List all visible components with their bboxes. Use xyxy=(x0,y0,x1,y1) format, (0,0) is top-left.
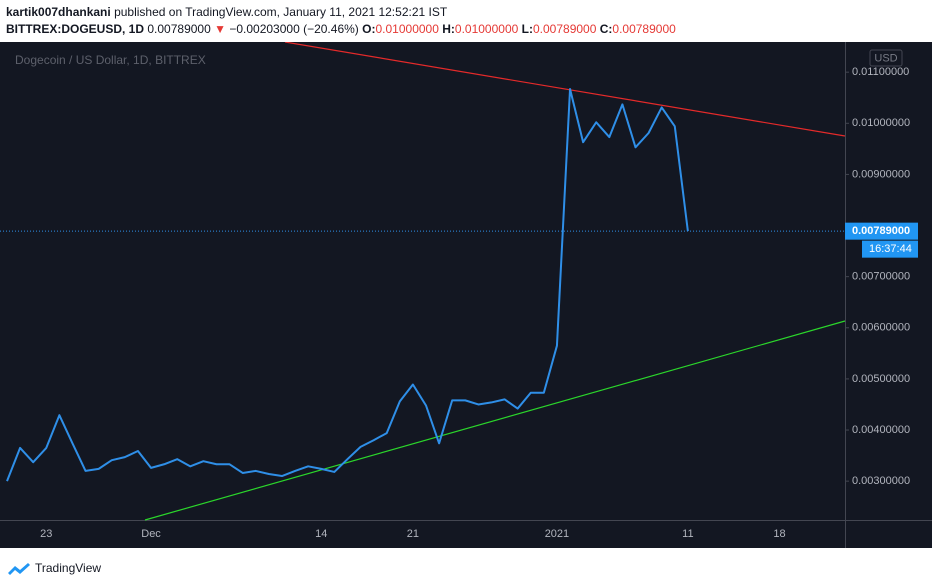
price-line xyxy=(6,88,689,482)
y-tick-label: 0.00500000 xyxy=(852,373,910,385)
publish-line: kartik007dhankani published on TradingVi… xyxy=(6,5,447,19)
countdown-box xyxy=(862,240,918,258)
currency-box xyxy=(869,49,903,67)
x-tick-label: 2021 xyxy=(545,528,569,540)
brand-logo xyxy=(8,563,30,575)
support-trendline xyxy=(144,320,846,521)
chart-background xyxy=(0,42,932,548)
footer: TradingView xyxy=(6,559,101,577)
brand[interactable]: TradingView xyxy=(35,561,102,575)
x-tick-label: 21 xyxy=(407,528,419,540)
y-tick-label: 0.00300000 xyxy=(852,475,910,487)
ohlc-value: 0.00789000 xyxy=(532,22,597,36)
published: published on TradingView.com, January 11… xyxy=(114,5,448,19)
x-tick-label: 18 xyxy=(773,528,785,540)
ohlc-value: 0.01000000 xyxy=(375,22,439,36)
y-tick-label: 0.00400000 xyxy=(852,424,910,436)
countdown: 16:37:44 xyxy=(869,243,912,255)
chart: Dogecoin / US Dollar, 1D, BITTREX USD 0.… xyxy=(0,42,932,548)
y-tick-label: 0.01000000 xyxy=(852,117,910,129)
symbol-line: BITTREX:DOGEUSD, 1D 0.00789000 ▼ −0.0020… xyxy=(6,22,676,36)
x-tick-label: 14 xyxy=(315,528,327,540)
change: −0.00203000 (−20.46%) xyxy=(229,22,359,36)
chart-title: Dogecoin / US Dollar, 1D, BITTREX xyxy=(15,53,206,67)
ohlc-value: 0.00789000 xyxy=(612,22,676,36)
ohlc-key: L: xyxy=(521,22,533,36)
author[interactable]: kartik007dhankani xyxy=(6,5,111,19)
y-tick-label: 0.00900000 xyxy=(852,168,910,180)
x-tick-label: Dec xyxy=(141,528,161,540)
ohlc-key: O: xyxy=(362,22,376,36)
ohlc-key: H: xyxy=(442,22,455,36)
ohlc-key: C: xyxy=(599,22,613,36)
last-price: 0.00789000 xyxy=(147,22,211,36)
currency: USD xyxy=(874,52,897,64)
change-arrow: ▼ xyxy=(214,22,226,36)
last-price-label: 0.00789000 xyxy=(852,225,910,237)
ohlc: O:0.01000000 H:0.01000000 L:0.00789000 C… xyxy=(359,22,676,36)
y-tick-label: 0.01100000 xyxy=(852,66,909,78)
x-tick-label: 23 xyxy=(40,528,52,540)
x-tick-label: 11 xyxy=(682,528,693,540)
resistance-trendline xyxy=(284,42,846,137)
y-tick-label: 0.00700000 xyxy=(852,271,910,283)
symbol: BITTREX:DOGEUSD, 1D xyxy=(6,22,145,36)
y-tick-label: 0.00600000 xyxy=(852,322,910,334)
ohlc-value: 0.01000000 xyxy=(454,22,519,36)
last-price-box xyxy=(845,222,918,240)
